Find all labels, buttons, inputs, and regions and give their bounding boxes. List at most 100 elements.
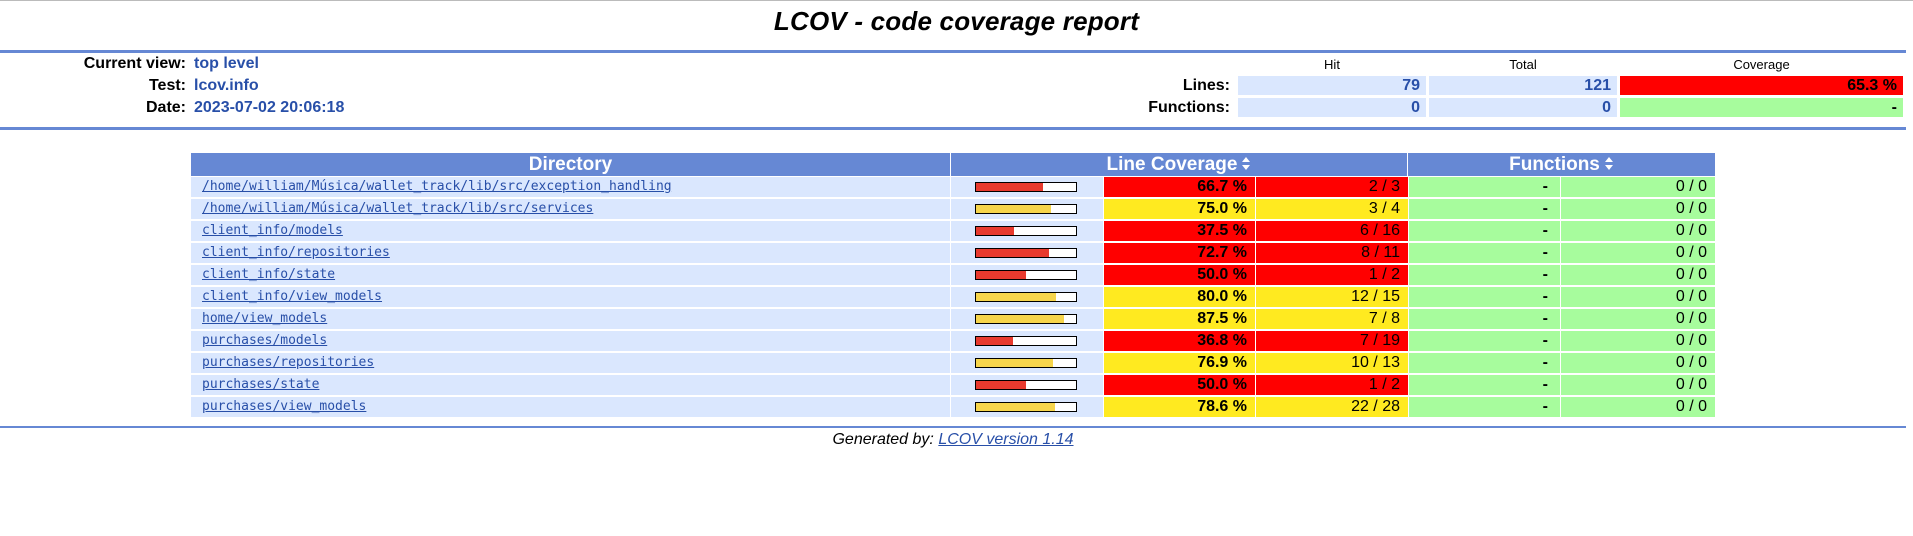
coverage-bar-fill: [976, 359, 1053, 367]
table-body: /home/william/Música/wallet_track/lib/sr…: [191, 176, 1715, 418]
table-row: client_info/models 37.5 % 6 / 16-0 / 0: [191, 220, 1715, 242]
directory-link[interactable]: client_info/state: [202, 267, 336, 282]
coverage-bar-fill: [976, 337, 1013, 345]
directory-link[interactable]: purchases/models: [202, 333, 328, 348]
function-coverage-percent: -: [1409, 221, 1560, 241]
summary-lines-hit: 79: [1238, 76, 1426, 95]
directory-link[interactable]: client_info/view_models: [202, 289, 383, 304]
coverage-bar: [975, 402, 1077, 412]
function-coverage-percent: -: [1409, 287, 1560, 307]
directory-link[interactable]: /home/william/Música/wallet_track/lib/sr…: [202, 179, 672, 194]
directory-link[interactable]: client_info/repositories: [202, 245, 390, 260]
coverage-bar-cell: [951, 177, 1103, 197]
directory-link[interactable]: client_info/models: [202, 223, 343, 238]
function-coverage-percent: -: [1409, 243, 1560, 263]
line-coverage-ratio: 7 / 19: [1256, 331, 1408, 351]
test-value: lcov.info: [194, 77, 259, 94]
footer: Generated by: LCOV version 1.14: [0, 431, 1906, 449]
directory-link[interactable]: /home/william/Música/wallet_track/lib/sr…: [202, 201, 594, 216]
page-title: LCOV - code coverage report: [773, 6, 1140, 36]
line-coverage-percent: 76.9 %: [1104, 353, 1255, 373]
directory-cell: client_info/view_models: [191, 287, 950, 307]
summary-functions-label: Functions:: [1148, 99, 1230, 116]
line-coverage-percent: 50.0 %: [1104, 375, 1255, 395]
directory-link[interactable]: purchases/state: [202, 377, 320, 392]
coverage-bar-fill: [976, 271, 1026, 279]
line-coverage-percent: 37.5 %: [1104, 221, 1255, 241]
function-coverage-ratio: 0 / 0: [1561, 309, 1715, 329]
coverage-bar-cell: [951, 243, 1103, 263]
function-coverage-ratio: 0 / 0: [1561, 287, 1715, 307]
directory-cell: purchases/repositories: [191, 353, 950, 373]
directory-cell: client_info/repositories: [191, 243, 950, 263]
test-label: Test:: [148, 77, 186, 94]
table-row: purchases/models 36.8 % 7 / 19-0 / 0: [191, 330, 1715, 352]
directory-cell: client_info/state: [191, 265, 950, 285]
line-coverage-percent: 87.5 %: [1104, 309, 1255, 329]
coverage-bar: [975, 182, 1077, 192]
date-label: Date:: [145, 99, 186, 116]
header-rule-top: [0, 50, 1906, 53]
function-coverage-percent: -: [1409, 309, 1560, 329]
function-coverage-ratio: 0 / 0: [1561, 331, 1715, 351]
summary-coverage-header: Coverage: [1733, 57, 1790, 72]
coverage-bar: [975, 248, 1077, 258]
coverage-bar: [975, 270, 1077, 280]
summary-lines-coverage: 65.3 %: [1620, 76, 1903, 95]
directory-column-label: Directory: [528, 154, 613, 175]
function-coverage-ratio: 0 / 0: [1561, 199, 1715, 219]
directory-link[interactable]: purchases/view_models: [202, 399, 367, 414]
coverage-bar-cell: [951, 287, 1103, 307]
table-row: purchases/view_models 78.6 % 22 / 28-0 / 0: [191, 396, 1715, 418]
directory-cell: /home/william/Música/wallet_track/lib/sr…: [191, 199, 950, 219]
directory-cell: /home/william/Música/wallet_track/lib/sr…: [191, 177, 950, 197]
function-coverage-ratio: 0 / 0: [1561, 375, 1715, 395]
coverage-bar: [975, 336, 1077, 346]
sort-arrows-icon[interactable]: [1604, 156, 1614, 172]
directory-cell: home/view_models: [191, 309, 950, 329]
function-coverage-ratio: 0 / 0: [1561, 353, 1715, 373]
line-coverage-column-label: Line Coverage: [1106, 154, 1238, 175]
current-view-label: Current view:: [83, 55, 186, 72]
line-coverage-ratio: 1 / 2: [1256, 375, 1408, 395]
directory-link[interactable]: home/view_models: [202, 311, 328, 326]
function-coverage-ratio: 0 / 0: [1561, 397, 1715, 417]
line-coverage-percent: 66.7 %: [1104, 177, 1255, 197]
function-coverage-percent: -: [1409, 331, 1560, 351]
line-coverage-percent: 72.7 %: [1104, 243, 1255, 263]
top-border: [0, 0, 1913, 1]
summary-functions-hit: 0: [1238, 98, 1426, 117]
coverage-bar-fill: [976, 227, 1014, 235]
footer-prefix: Generated by:: [832, 431, 934, 448]
line-coverage-ratio: 7 / 8: [1256, 309, 1408, 329]
function-coverage-percent: -: [1409, 199, 1560, 219]
summary-total-header: Total: [1509, 57, 1537, 72]
line-coverage-percent: 50.0 %: [1104, 265, 1255, 285]
directory-column-header: Directory: [191, 153, 951, 176]
coverage-bar-fill: [976, 249, 1049, 257]
line-coverage-ratio: 8 / 11: [1256, 243, 1408, 263]
function-coverage-percent: -: [1409, 353, 1560, 373]
current-view-value: top level: [194, 55, 259, 72]
directory-cell: purchases/view_models: [191, 397, 950, 417]
line-coverage-column-header[interactable]: Line Coverage: [951, 153, 1408, 176]
function-coverage-ratio: 0 / 0: [1561, 221, 1715, 241]
directory-link[interactable]: purchases/repositories: [202, 355, 375, 370]
summary-functions-total: 0: [1429, 98, 1617, 117]
coverage-bar-cell: [951, 199, 1103, 219]
summary-functions-coverage: -: [1620, 98, 1903, 117]
footer-rule: [0, 426, 1906, 428]
functions-column-header[interactable]: Functions: [1408, 153, 1715, 176]
summary-hit-header: Hit: [1324, 57, 1340, 72]
coverage-bar: [975, 380, 1077, 390]
directory-cell: client_info/models: [191, 221, 950, 241]
directory-cell: purchases/models: [191, 331, 950, 351]
line-coverage-ratio: 1 / 2: [1256, 265, 1408, 285]
lcov-version-link[interactable]: LCOV version 1.14: [938, 431, 1074, 448]
coverage-bar-fill: [976, 403, 1055, 411]
line-coverage-percent: 80.0 %: [1104, 287, 1255, 307]
summary-lines-total: 121: [1429, 76, 1617, 95]
function-coverage-percent: -: [1409, 177, 1560, 197]
coverage-bar: [975, 226, 1077, 236]
sort-arrows-icon[interactable]: [1241, 156, 1251, 172]
